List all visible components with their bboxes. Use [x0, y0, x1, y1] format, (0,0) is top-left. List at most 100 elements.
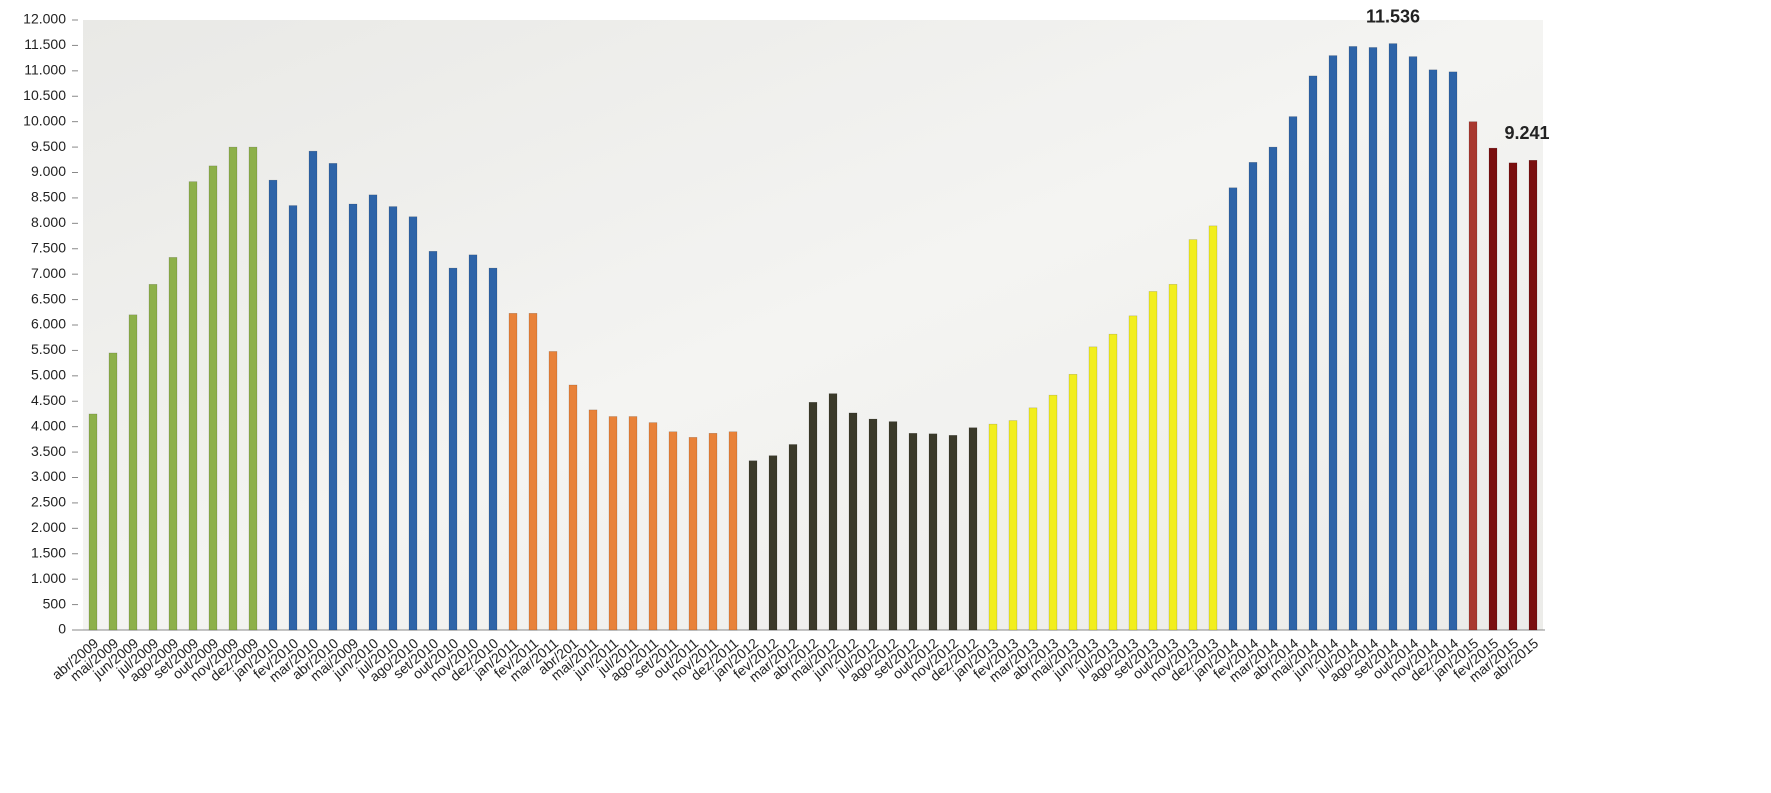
y-tick-label: 5.000 — [31, 367, 66, 383]
y-tick-label: 0 — [58, 621, 66, 637]
bar — [1448, 71, 1458, 631]
bar — [288, 205, 298, 631]
y-tick-label: 1.500 — [31, 544, 66, 560]
bar — [528, 313, 538, 631]
bar — [1088, 346, 1098, 631]
y-tick-label: 3.000 — [31, 468, 66, 484]
bar — [388, 206, 398, 631]
y-tick-label: 10.000 — [23, 112, 66, 128]
y-tick-label: 8.500 — [31, 189, 66, 205]
y-tick-label: 7.000 — [31, 265, 66, 281]
bar — [1228, 187, 1238, 631]
bar — [1108, 333, 1118, 631]
y-tick-label: 7.500 — [31, 239, 66, 255]
bar — [1208, 225, 1218, 631]
bar — [1528, 159, 1538, 631]
bar — [1188, 239, 1198, 631]
y-tick-label: 12.000 — [23, 11, 66, 27]
bar — [708, 433, 718, 631]
bar — [868, 418, 878, 631]
bar — [1348, 46, 1358, 631]
bar — [1488, 147, 1498, 631]
bar — [928, 433, 938, 631]
bar — [328, 163, 338, 631]
y-tick-label: 5.500 — [31, 341, 66, 357]
bar — [248, 146, 258, 631]
bar — [1468, 121, 1478, 631]
y-tick-label: 11.500 — [24, 36, 66, 52]
bar — [908, 433, 918, 631]
y-tick-label: 4.500 — [31, 392, 66, 408]
y-tick-label: 2.500 — [31, 494, 66, 510]
bar — [828, 393, 838, 631]
bar — [1168, 284, 1178, 631]
bar — [168, 257, 178, 631]
bar — [1028, 407, 1038, 631]
bar — [588, 409, 598, 631]
bar — [848, 412, 858, 631]
bar — [628, 416, 638, 631]
y-tick-label: 1.000 — [31, 570, 66, 586]
bar — [1068, 374, 1078, 631]
value-label: 11.536 — [1366, 6, 1420, 26]
bar — [1268, 146, 1278, 631]
y-tick-label: 6.000 — [31, 316, 66, 332]
bar — [188, 181, 198, 631]
bar — [128, 314, 138, 631]
bar — [648, 422, 658, 631]
y-tick-label: 10.500 — [23, 87, 66, 103]
bar — [308, 150, 318, 631]
y-tick-label: 6.500 — [31, 290, 66, 306]
bar — [668, 431, 678, 631]
bar — [208, 165, 218, 631]
bar — [608, 416, 618, 631]
bar — [1008, 420, 1018, 631]
bar — [88, 413, 98, 631]
bar — [368, 194, 378, 631]
y-tick-label: 3.500 — [31, 443, 66, 459]
y-tick-label: 9.000 — [31, 163, 66, 179]
bar — [1408, 56, 1418, 631]
bar — [568, 384, 578, 631]
bar — [1288, 116, 1298, 631]
bar — [1248, 162, 1258, 631]
y-tick-label: 8.000 — [31, 214, 66, 230]
bar — [988, 423, 998, 631]
bar — [768, 455, 778, 631]
y-tick-label: 4.000 — [31, 417, 66, 433]
bar — [788, 444, 798, 631]
bar — [808, 402, 818, 631]
bar — [508, 313, 518, 631]
bar — [688, 437, 698, 631]
bar — [268, 179, 278, 631]
bar — [1148, 291, 1158, 631]
bar — [1428, 69, 1438, 631]
bar — [548, 351, 558, 631]
bar — [968, 427, 978, 631]
bar — [1308, 75, 1318, 631]
bar — [468, 254, 478, 631]
bar — [888, 421, 898, 631]
bar — [448, 267, 458, 631]
bar — [228, 146, 238, 631]
bar — [948, 435, 958, 631]
bar — [1388, 43, 1398, 631]
y-tick-label: 2.000 — [31, 519, 66, 535]
bar — [728, 431, 738, 631]
y-tick-label: 11.000 — [24, 62, 66, 78]
bar — [348, 203, 358, 631]
bar — [428, 251, 438, 631]
bar — [1508, 162, 1518, 631]
bar — [1048, 394, 1058, 631]
bar — [1128, 315, 1138, 631]
bar — [148, 284, 158, 631]
bar — [108, 352, 118, 631]
bar — [748, 460, 758, 631]
bar — [488, 267, 498, 631]
bar — [1328, 55, 1338, 631]
value-label: 9.241 — [1504, 123, 1549, 143]
bar — [1368, 47, 1378, 631]
bar — [408, 216, 418, 631]
